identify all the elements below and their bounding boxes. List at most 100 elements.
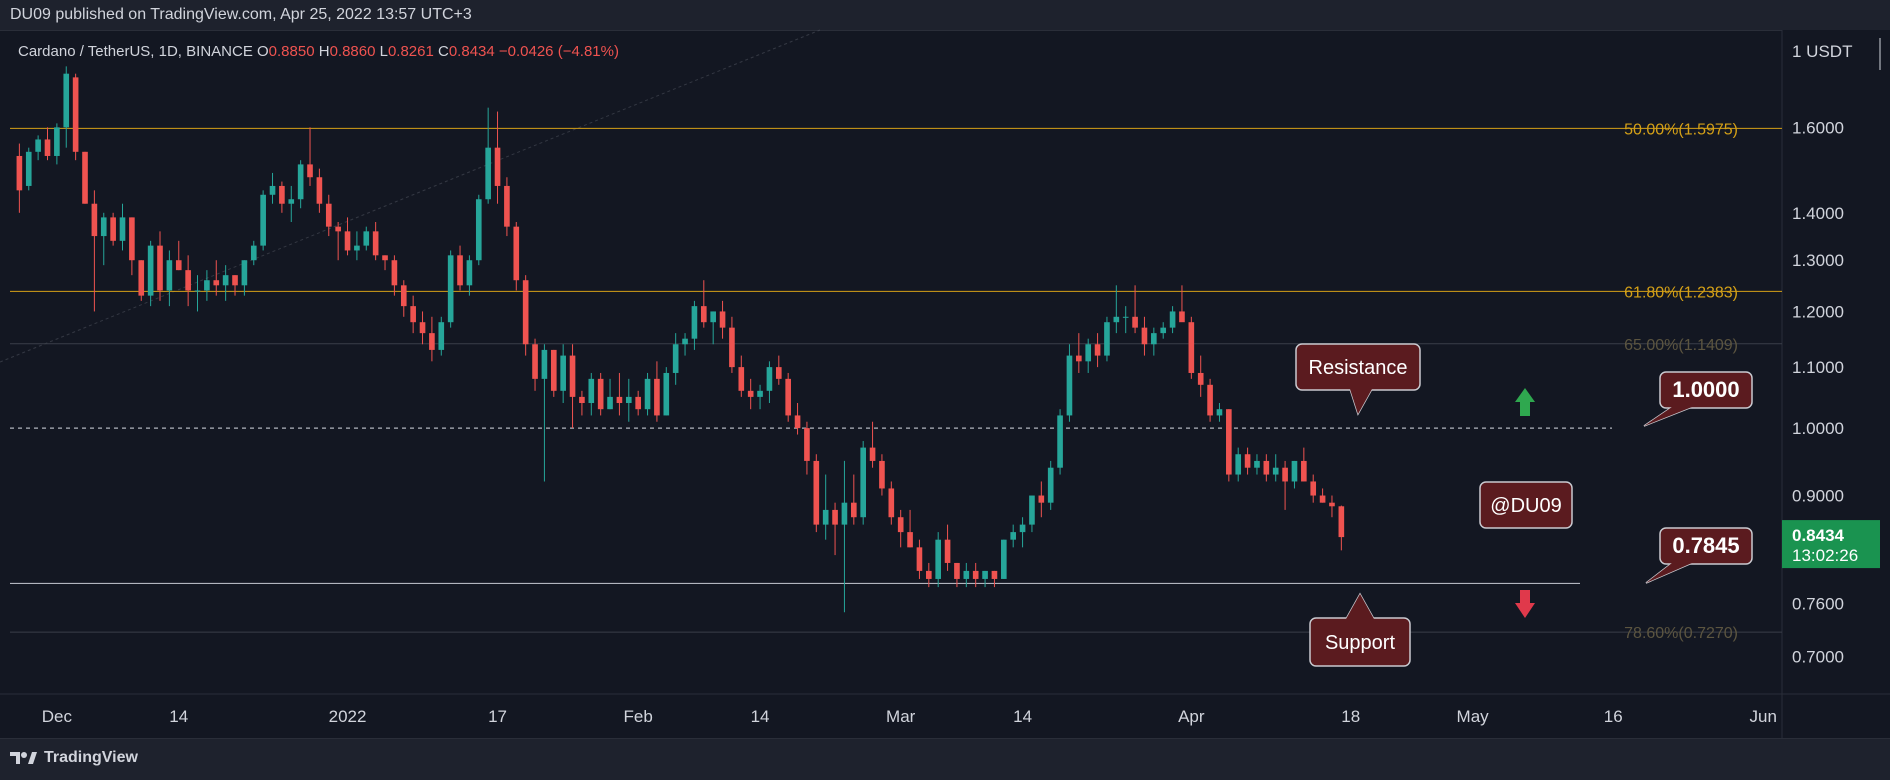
y-tick-label: 1.4000 [1792, 204, 1844, 223]
candle-body [147, 245, 154, 296]
candle [1094, 333, 1101, 368]
candle-body [541, 349, 548, 379]
tradingview-logo[interactable]: TradingView [10, 749, 138, 767]
candle [485, 107, 491, 204]
candle-body [316, 177, 323, 204]
candle-body [944, 539, 951, 563]
level-high-callout-pointer-fill [1644, 407, 1692, 426]
candle-body [832, 509, 838, 525]
candle [907, 509, 913, 548]
x-tick-label: Mar [886, 707, 916, 726]
candle-body [382, 255, 388, 261]
author-callout: @DU09 [1479, 481, 1573, 529]
candle-body [1169, 311, 1176, 328]
candle [419, 311, 426, 345]
legend-part: L [380, 43, 388, 60]
y-tick-label: 0.9000 [1792, 487, 1844, 506]
publish-header: DU09 published on TradingView.com, Apr 2… [0, 0, 1890, 31]
candle-body [822, 509, 829, 525]
candle [1291, 460, 1298, 489]
x-tick-label: Dec [42, 707, 73, 726]
candle-body [335, 226, 341, 232]
candle-body [972, 570, 979, 579]
candle-body [100, 217, 107, 237]
candle-body [916, 547, 923, 571]
candle-body [579, 396, 585, 404]
x-tick-label: 14 [1013, 707, 1032, 726]
candle-body [241, 260, 248, 286]
candle-body [569, 355, 576, 397]
legend-part: H [319, 43, 330, 60]
candle [410, 295, 416, 334]
candle [16, 143, 23, 213]
author-callout-box [1479, 481, 1573, 529]
fib-level-label: 78.60%(0.7270) [1624, 625, 1738, 642]
candle-body [1001, 539, 1007, 579]
candle [222, 265, 229, 301]
ohlc-legend: Cardano / TetherUS, 1D, BINANCE O0.8850 … [18, 43, 619, 60]
candle-body [269, 185, 276, 195]
y-tick-label: 1.2000 [1792, 302, 1844, 321]
candle [738, 355, 745, 397]
candle [344, 217, 351, 256]
candle-body [1235, 454, 1242, 475]
candle-body [719, 311, 726, 328]
candle-body [522, 280, 529, 345]
candle [916, 539, 923, 579]
candle [241, 260, 248, 296]
price-chart[interactable]: 50.00%(1.5975) 61.80%(1.2383) 65.00%(1.140… [0, 0, 1890, 738]
candle [560, 344, 566, 404]
candle [1066, 344, 1073, 422]
candle-body [907, 532, 913, 548]
down-arrow-icon [1515, 590, 1535, 618]
candle-body [157, 245, 163, 291]
candle-body [119, 217, 126, 241]
candle-body [804, 428, 810, 461]
support-callout-pointer-fill [1346, 594, 1374, 619]
down-arrow-shape [1515, 590, 1535, 618]
candle-body [1216, 409, 1223, 416]
candle [44, 127, 51, 161]
candle-body [635, 396, 641, 410]
candle-body [616, 396, 623, 404]
fib-level-label: 50.00%(1.5975) [1624, 121, 1738, 138]
candle [935, 532, 942, 588]
y-tick-label: 1.3000 [1792, 251, 1844, 270]
candle [991, 570, 998, 588]
countdown-value: 13:02:26 [1792, 546, 1858, 565]
candle-body [16, 155, 23, 191]
candle [1169, 306, 1176, 334]
support-callout: Support [1309, 592, 1411, 667]
candle-body [1066, 355, 1073, 416]
candle [672, 333, 679, 385]
candle-body [485, 147, 491, 200]
candle [25, 147, 32, 191]
candle [157, 231, 163, 301]
candle [719, 300, 726, 339]
x-tick-label: 16 [1604, 707, 1623, 726]
legend-part: 0.8850 [269, 43, 319, 60]
candle-body [672, 344, 679, 373]
candle [541, 344, 548, 482]
candle-body [400, 285, 407, 307]
candle-body [1038, 495, 1045, 503]
publish-info: DU09 published on TradingView.com, Apr 2… [10, 6, 472, 23]
candle-body [785, 378, 791, 416]
candle [400, 280, 407, 317]
candle-body [260, 194, 266, 246]
candle [1141, 316, 1148, 356]
candle-body [344, 231, 351, 251]
candle [1104, 316, 1110, 362]
candle [1085, 338, 1092, 373]
y-tick-label: 0.7000 [1792, 647, 1844, 666]
candle [1076, 333, 1082, 373]
candle-body [504, 185, 510, 227]
candle [729, 316, 735, 373]
candle [972, 562, 979, 588]
candle-body [447, 255, 454, 323]
candle [494, 111, 501, 204]
candle-body [288, 199, 295, 204]
candle [82, 151, 88, 204]
candle [1216, 403, 1223, 422]
